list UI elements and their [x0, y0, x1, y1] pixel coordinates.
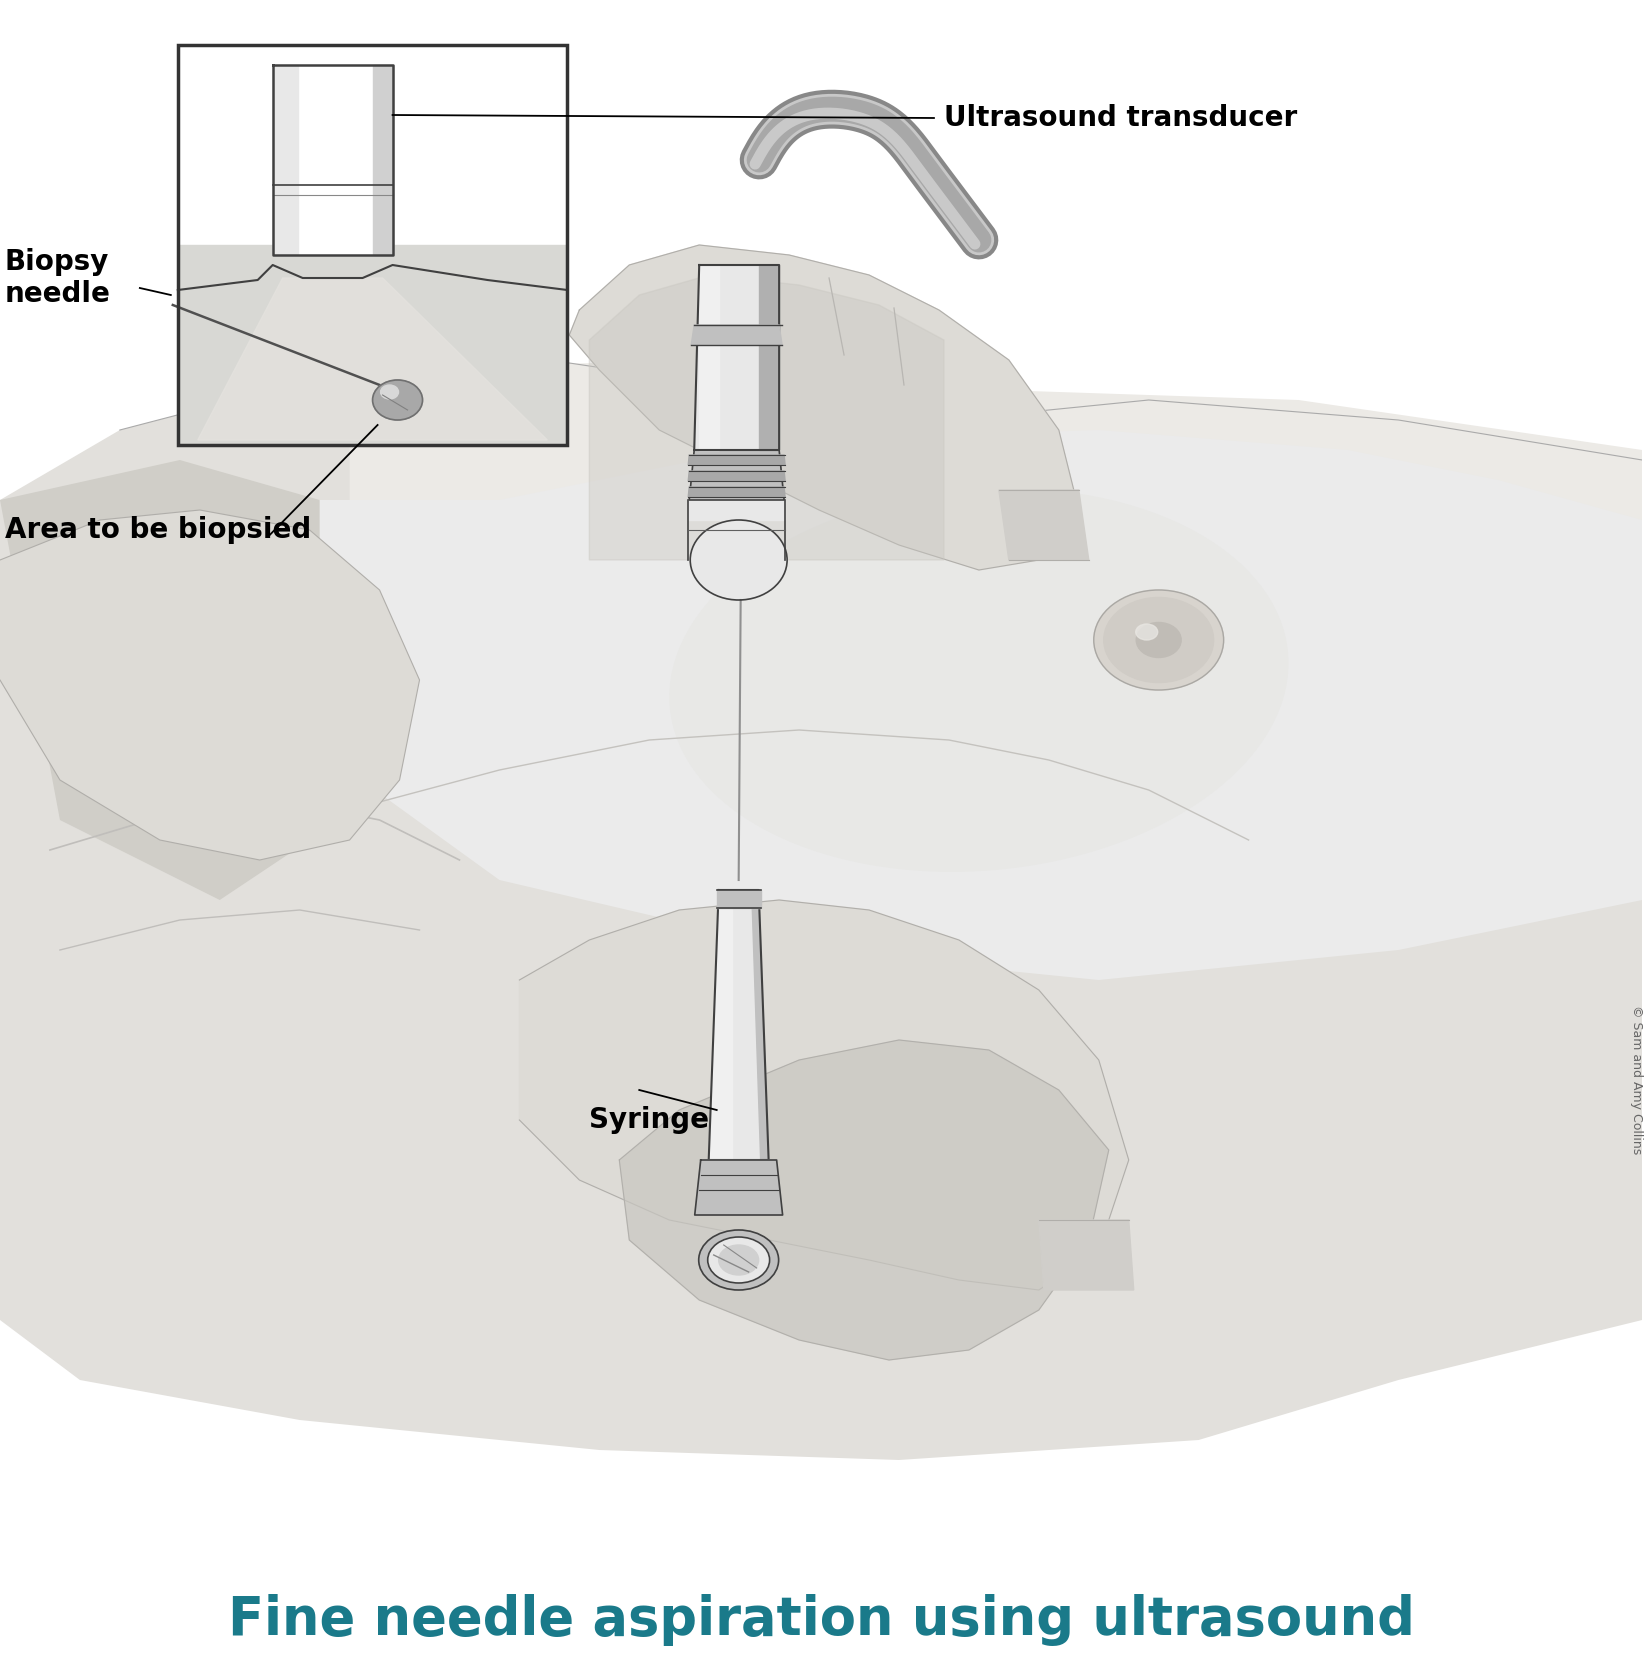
Polygon shape [178, 244, 567, 445]
Bar [178, 45, 567, 445]
Polygon shape [709, 889, 769, 1160]
Polygon shape [760, 264, 779, 450]
Ellipse shape [718, 1245, 758, 1275]
Polygon shape [709, 889, 732, 1160]
Polygon shape [520, 901, 1129, 1290]
Polygon shape [350, 361, 1642, 720]
Polygon shape [569, 244, 1078, 570]
Polygon shape [751, 889, 769, 1160]
Ellipse shape [707, 1237, 769, 1283]
Polygon shape [689, 487, 786, 497]
Polygon shape [319, 430, 1642, 981]
Ellipse shape [699, 1230, 779, 1290]
Ellipse shape [1136, 623, 1180, 658]
Ellipse shape [373, 381, 423, 420]
Text: Area to be biopsied: Area to be biopsied [5, 515, 311, 543]
Text: Fine needle aspiration using ultrasound: Fine needle aspiration using ultrasound [227, 1594, 1414, 1645]
Polygon shape [689, 455, 786, 465]
Text: Ultrasound transducer: Ultrasound transducer [944, 105, 1297, 131]
Polygon shape [699, 264, 718, 450]
Ellipse shape [671, 489, 1287, 871]
Polygon shape [520, 901, 1129, 1290]
Polygon shape [197, 278, 547, 440]
Polygon shape [569, 244, 1078, 570]
Polygon shape [273, 65, 298, 254]
Text: Syringe: Syringe [589, 1105, 709, 1133]
Ellipse shape [1103, 598, 1213, 683]
Polygon shape [178, 264, 567, 445]
Polygon shape [689, 500, 786, 520]
Bar [178, 45, 567, 445]
Polygon shape [178, 45, 567, 244]
Ellipse shape [1093, 590, 1223, 690]
Polygon shape [273, 65, 393, 254]
Polygon shape [589, 274, 944, 560]
Polygon shape [0, 361, 1642, 1459]
Polygon shape [695, 1160, 783, 1215]
Text: Biopsy
needle: Biopsy needle [5, 248, 110, 307]
Polygon shape [1000, 490, 1088, 560]
Ellipse shape [380, 386, 398, 399]
Polygon shape [0, 460, 380, 901]
Text: © Sam and Amy Collins: © Sam and Amy Collins [1629, 1006, 1642, 1155]
Ellipse shape [690, 520, 787, 600]
Polygon shape [689, 470, 786, 480]
Polygon shape [373, 65, 393, 254]
Polygon shape [717, 889, 761, 907]
Polygon shape [690, 326, 783, 346]
Polygon shape [1039, 1220, 1134, 1290]
Polygon shape [0, 510, 419, 859]
Polygon shape [689, 450, 784, 500]
Ellipse shape [1136, 623, 1157, 640]
Polygon shape [620, 1040, 1108, 1360]
Polygon shape [694, 264, 779, 450]
